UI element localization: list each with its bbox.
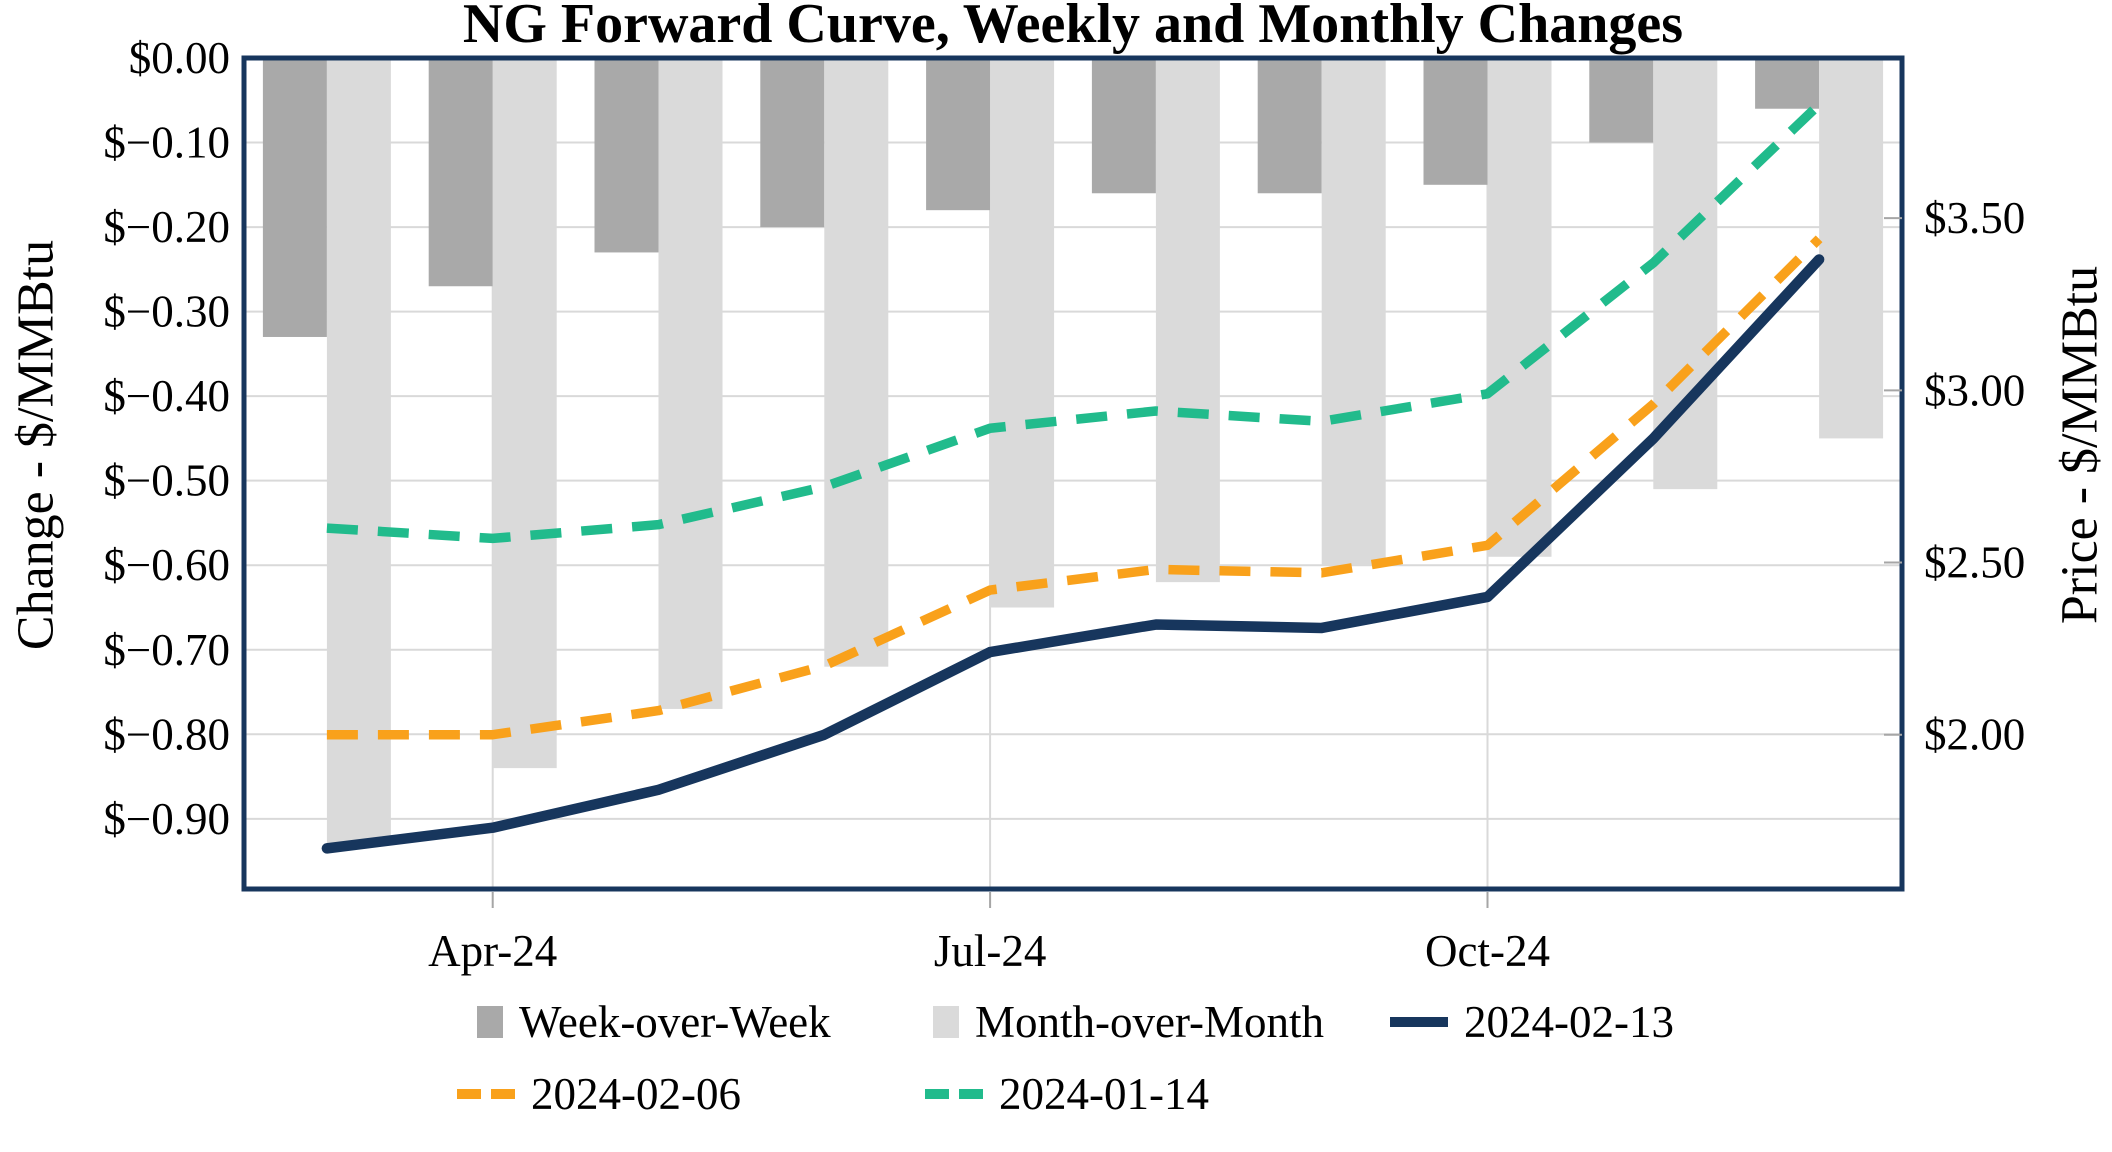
tick-labels: $0.00 $−0.10 $−0.20 $−0.30 $−0.40 $−0.50 $−0.6… [103, 33, 2025, 976]
line-2024-01-14 [326, 101, 1823, 544]
right-tick-label: $2.00 [1924, 710, 2025, 760]
bar-month-over-month [1321, 58, 1386, 566]
bar-week-over-week [1589, 58, 1654, 143]
line-2024-02-13 [321, 254, 1825, 854]
bar-month-over-month [1819, 58, 1884, 439]
x-tick-label: Apr-24 [428, 926, 557, 976]
bars-month-over-month [326, 58, 1884, 845]
bar-week-over-week [1755, 58, 1820, 109]
bar-month-over-month [990, 58, 1055, 608]
left-tick-label: $0.00 [129, 33, 230, 83]
bar-month-over-month [492, 58, 557, 769]
left-tick-label: $−0.10 [103, 118, 230, 168]
left-tick-label: $−0.70 [103, 625, 230, 675]
bar-week-over-week [428, 58, 493, 287]
bar-month-over-month [1487, 58, 1552, 557]
bar-month-over-month [326, 58, 391, 845]
chart-title: NG Forward Curve, Weekly and Monthly Cha… [462, 0, 1684, 55]
bar-week-over-week [1257, 58, 1322, 194]
bar-week-over-week [262, 58, 327, 337]
left-tick-label: $−0.20 [103, 202, 230, 252]
axis-tick-marks [491, 217, 1902, 908]
bar-month-over-month [1653, 58, 1718, 490]
x-tick-label: Oct-24 [1425, 926, 1550, 976]
left-tick-label: $−0.50 [103, 456, 230, 506]
bar-week-over-week [760, 58, 825, 228]
bar-month-over-month [658, 58, 723, 709]
bar-month-over-month [824, 58, 889, 667]
left-tick-label: $−0.60 [103, 540, 230, 590]
bars-week-over-week [262, 58, 1820, 337]
left-tick-label: $−0.30 [103, 287, 230, 337]
bar-week-over-week [1423, 58, 1488, 185]
x-tick-label: Jul-24 [934, 926, 1047, 976]
right-tick-label: $2.50 [1924, 538, 2025, 588]
right-tick-label: $3.00 [1924, 365, 2025, 415]
bar-week-over-week [1091, 58, 1156, 194]
left-tick-label: $−0.90 [103, 794, 230, 844]
left-tick-label: $−0.40 [103, 371, 230, 421]
bar-month-over-month [1155, 58, 1220, 583]
bar-week-over-week [926, 58, 991, 211]
plot-border [241, 55, 1905, 892]
bar-week-over-week [594, 58, 659, 253]
left-tick-label: $−0.80 [103, 709, 230, 759]
right-tick-label: $3.50 [1924, 193, 2025, 243]
line-2024-02-06 [326, 235, 1823, 740]
